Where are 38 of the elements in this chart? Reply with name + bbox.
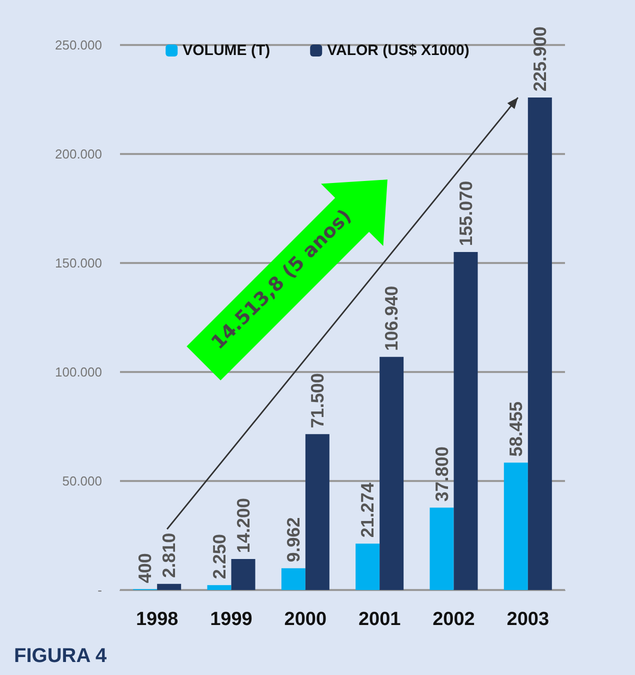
data-label: 37.800 xyxy=(432,446,452,502)
data-label: 2.810 xyxy=(159,532,180,578)
data-label: 58.455 xyxy=(506,402,526,457)
bar xyxy=(281,568,306,590)
x-tick-label: 2003 xyxy=(506,609,550,630)
bar xyxy=(454,252,478,590)
bar xyxy=(305,434,330,590)
bar xyxy=(157,584,182,590)
data-label: 14.200 xyxy=(233,498,254,554)
data-label: 400 xyxy=(135,553,156,584)
y-tick-label: 50.000 xyxy=(62,474,102,488)
data-label: 2.250 xyxy=(209,534,230,580)
data-label: 155.070 xyxy=(456,180,476,246)
bar xyxy=(528,98,552,590)
x-tick-label: 2002 xyxy=(432,609,475,630)
bar xyxy=(430,508,454,590)
legend-label: VALOR (US$ X1000) xyxy=(327,42,470,59)
bar xyxy=(504,462,528,590)
data-label: 106.940 xyxy=(382,286,402,351)
data-label: 71.500 xyxy=(307,373,328,428)
text: FIGURA 4 xyxy=(14,645,107,668)
legend-label: VOLUME (T) xyxy=(182,42,270,59)
y-tick-label: 150.000 xyxy=(55,256,102,270)
x-tick-label: 2000 xyxy=(284,609,327,630)
bar xyxy=(207,585,232,590)
y-tick-label: 250.000 xyxy=(55,38,102,52)
y-tick-label: 200.000 xyxy=(55,146,102,162)
y-tick-label: 100.000 xyxy=(55,364,102,380)
data-label: 21.274 xyxy=(358,482,378,538)
bar xyxy=(380,356,404,590)
y-tick-label: - xyxy=(98,582,102,598)
x-tick-label: 1998 xyxy=(136,609,178,630)
bar xyxy=(231,559,256,590)
bar xyxy=(356,544,380,590)
data-label: 225.900 xyxy=(530,26,550,92)
x-tick-label: 2001 xyxy=(358,609,402,630)
x-tick-label: 1999 xyxy=(210,609,252,630)
data-label: 9.962 xyxy=(283,517,304,562)
